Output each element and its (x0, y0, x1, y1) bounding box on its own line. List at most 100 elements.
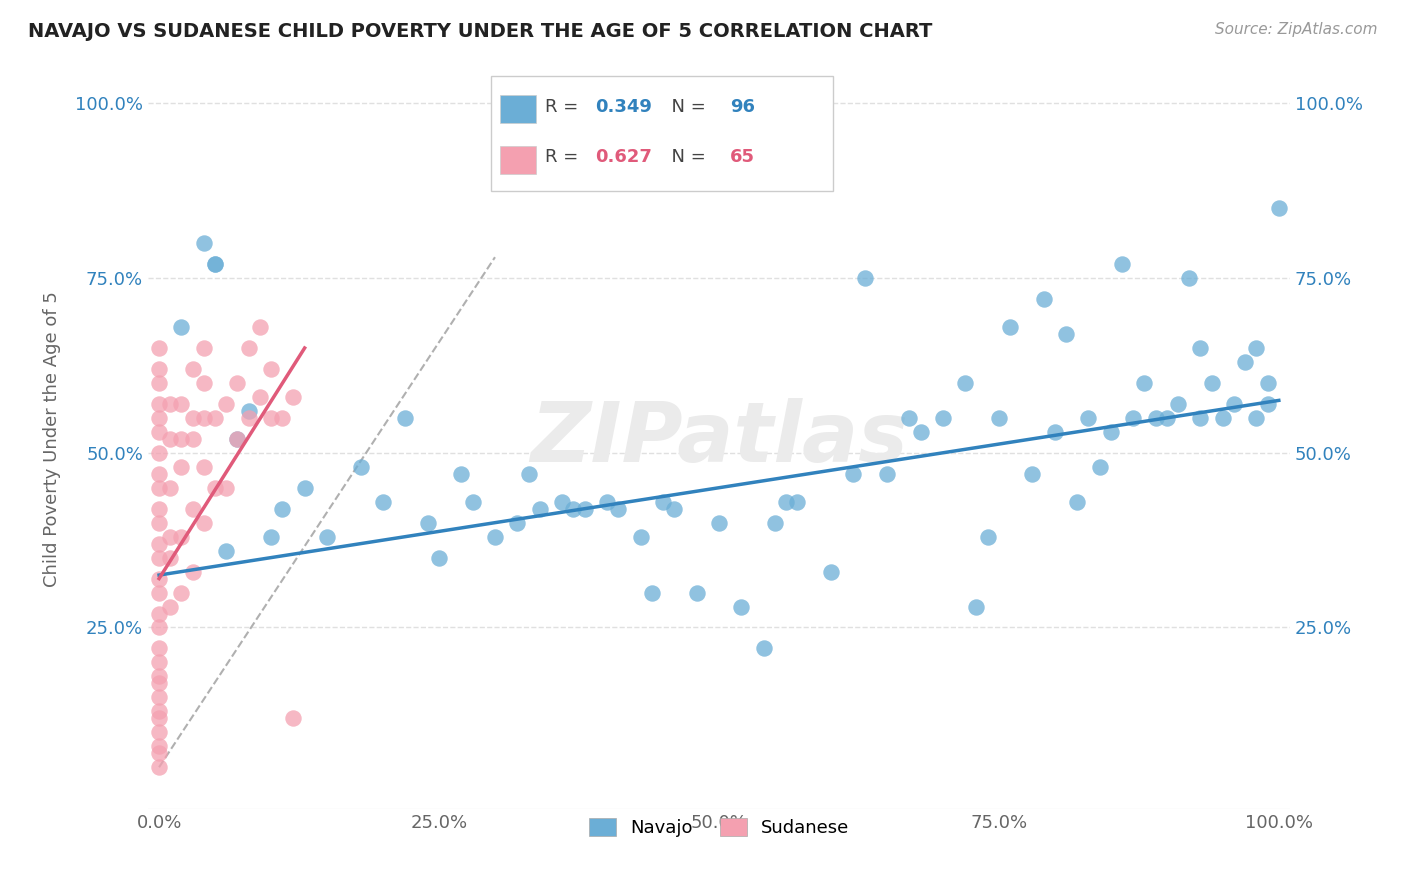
Point (204, 257, 226, 271)
Point (987, 410, 1010, 425)
Point (349, 459, 371, 474)
Y-axis label: Child Poverty Under the Age of 5: Child Poverty Under the Age of 5 (44, 291, 60, 587)
Point (249, 320, 271, 334)
Point (517, 467, 540, 481)
Point (641, 585, 664, 599)
Point (394, 410, 416, 425)
Point (630, 530, 652, 544)
Point (260, 530, 283, 544)
Point (148, 656, 170, 670)
Point (1054, 326, 1077, 341)
Text: R =: R = (546, 148, 585, 167)
Point (932, 410, 955, 425)
Point (148, 446, 170, 460)
Point (148, 704, 170, 718)
Point (730, 599, 752, 614)
Point (1246, 410, 1268, 425)
Point (1088, 459, 1111, 474)
Point (506, 516, 529, 530)
Point (170, 432, 193, 446)
Point (662, 501, 685, 516)
Point (450, 467, 472, 481)
Point (1156, 410, 1178, 425)
Point (607, 501, 630, 516)
Point (1032, 292, 1054, 306)
Point (1021, 467, 1043, 481)
Point (1189, 341, 1212, 355)
Point (820, 565, 842, 579)
Point (148, 410, 170, 425)
Point (316, 530, 339, 544)
Point (1133, 376, 1156, 390)
Point (148, 572, 170, 586)
Point (371, 494, 394, 508)
Point (955, 376, 977, 390)
Point (148, 711, 170, 725)
Point (1043, 425, 1066, 439)
Point (1257, 397, 1279, 411)
Point (976, 530, 998, 544)
Legend: Navajo, Sudanese: Navajo, Sudanese (581, 811, 856, 845)
Point (193, 516, 215, 530)
Point (148, 746, 170, 760)
Point (596, 494, 619, 508)
Point (181, 362, 204, 376)
Point (215, 397, 238, 411)
FancyBboxPatch shape (499, 145, 536, 174)
Point (159, 550, 181, 565)
Point (148, 341, 170, 355)
Point (148, 550, 170, 565)
Point (193, 376, 215, 390)
Point (170, 530, 193, 544)
Point (1167, 397, 1189, 411)
Point (148, 607, 170, 621)
Point (551, 494, 574, 508)
Point (484, 530, 506, 544)
Point (181, 410, 204, 425)
Point (159, 432, 181, 446)
Point (685, 585, 707, 599)
Text: 65: 65 (730, 148, 755, 167)
Point (181, 501, 204, 516)
Point (1234, 355, 1257, 369)
Point (853, 271, 876, 285)
Point (1257, 376, 1279, 390)
Point (215, 481, 238, 495)
Point (1223, 397, 1246, 411)
Point (752, 641, 775, 656)
Point (1268, 201, 1291, 215)
Point (159, 397, 181, 411)
Point (159, 599, 181, 614)
Point (204, 257, 226, 271)
Point (148, 362, 170, 376)
Point (763, 516, 786, 530)
Point (226, 432, 249, 446)
Point (181, 565, 204, 579)
Point (461, 494, 484, 508)
FancyBboxPatch shape (491, 76, 834, 191)
Point (1212, 410, 1234, 425)
Point (193, 410, 215, 425)
Point (294, 481, 316, 495)
Point (1122, 410, 1144, 425)
Point (170, 320, 193, 334)
Point (238, 410, 260, 425)
Point (1111, 257, 1133, 271)
Point (876, 467, 898, 481)
Point (966, 599, 988, 614)
Point (148, 481, 170, 495)
Point (148, 676, 170, 690)
Point (707, 516, 730, 530)
Text: N =: N = (659, 148, 711, 167)
Point (910, 425, 932, 439)
Point (786, 494, 808, 508)
Point (148, 467, 170, 481)
Point (260, 410, 283, 425)
Point (238, 404, 260, 418)
Point (1066, 494, 1088, 508)
Point (1201, 376, 1223, 390)
Point (529, 501, 551, 516)
Point (148, 669, 170, 683)
Text: 96: 96 (730, 98, 755, 116)
Point (562, 501, 585, 516)
